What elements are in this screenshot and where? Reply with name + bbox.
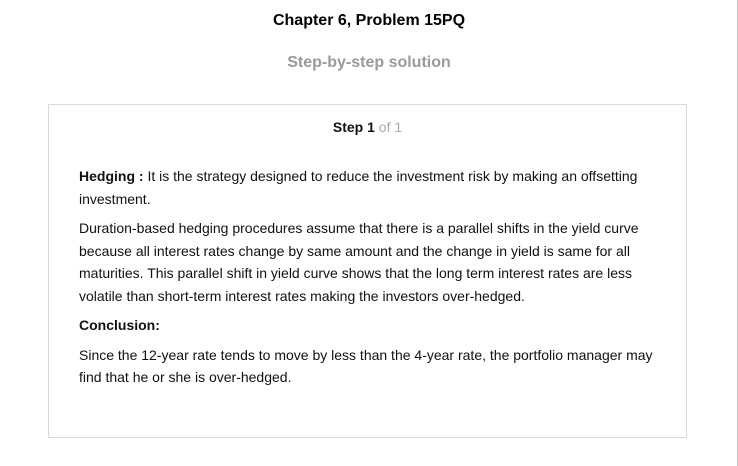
- step-of-total: of 1: [378, 119, 403, 135]
- step-header: Step 1 of 1: [49, 119, 686, 135]
- duration-paragraph: Duration-based hedging procedures assume…: [79, 220, 639, 304]
- hedging-term: Hedging :: [79, 168, 144, 184]
- hedging-definition: It is the strategy designed to reduce th…: [79, 168, 638, 207]
- step-label: Step: [332, 119, 364, 135]
- conclusion-text: Since the 12-year rate tends to move by …: [79, 346, 653, 386]
- page-subtitle: Step-by-step solution: [287, 54, 451, 71]
- step-content: Hedging : It is the strategy designed to…: [79, 165, 659, 396]
- page-title: Chapter 6, Problem 15PQ: [272, 12, 466, 29]
- hedging-paragraph: Hedging : It is the strategy designed to…: [79, 165, 659, 210]
- step-number: 1: [367, 119, 375, 135]
- conclusion-heading: Conclusion:: [79, 317, 160, 333]
- step-card: Step 1 of 1 Hedging : It is the strategy…: [48, 104, 687, 438]
